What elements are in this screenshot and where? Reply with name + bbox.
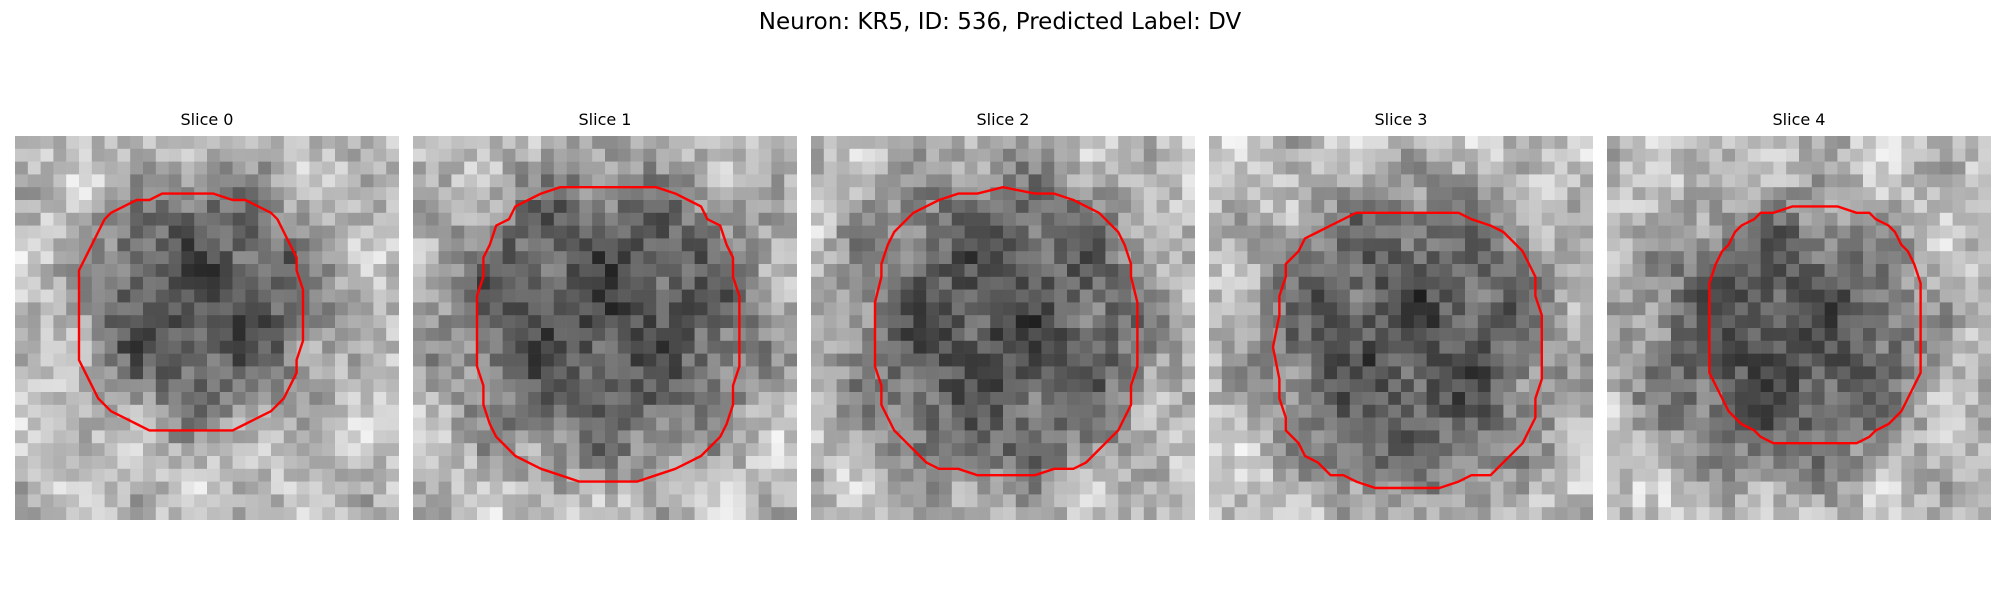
slice-image	[1209, 136, 1593, 520]
roi-contour	[475, 186, 741, 483]
slice-title: Slice 4	[1772, 110, 1826, 129]
roi-contour	[873, 186, 1139, 477]
slice-panel-2: Slice 2	[811, 108, 1195, 520]
slice-title: Slice 3	[1374, 110, 1428, 129]
slice-title: Slice 1	[578, 110, 632, 129]
slice-panel-4: Slice 4	[1607, 108, 1991, 520]
slice-image	[1607, 136, 1991, 520]
slice-panel-1: Slice 1	[413, 108, 797, 520]
roi-contour	[77, 192, 305, 432]
figure-title: Neuron: KR5, ID: 536, Predicted Label: D…	[758, 9, 1242, 35]
roi-contour	[1708, 205, 1922, 445]
slice-image	[811, 136, 1195, 520]
slice-title: Slice 0	[180, 110, 234, 129]
slice-title: Slice 2	[976, 110, 1030, 129]
slice-image	[413, 136, 797, 520]
roi-contour	[1271, 211, 1543, 490]
slice-panel-0: Slice 0	[15, 108, 399, 520]
slice-image	[15, 136, 399, 520]
slice-panel-3: Slice 3	[1209, 108, 1593, 520]
